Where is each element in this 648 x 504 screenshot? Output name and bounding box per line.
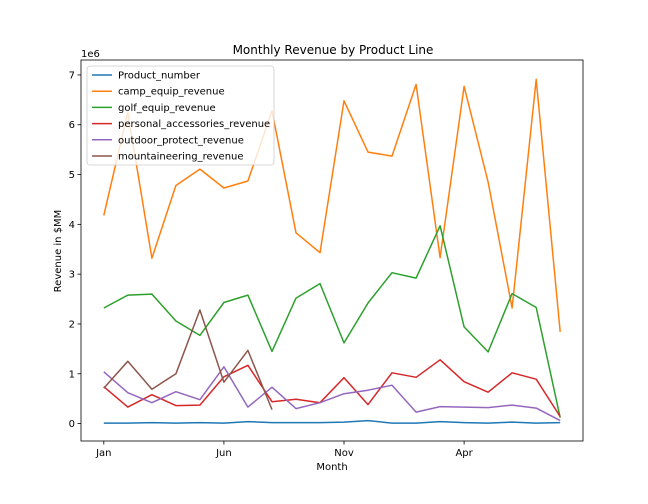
legend-entry: golf_equip_revenue	[118, 103, 216, 114]
y-tick-label: 1	[69, 369, 75, 380]
y-tick-label: 0	[69, 419, 75, 430]
x-tick-label: Jun	[215, 448, 232, 459]
y-tick-label: 4	[69, 220, 75, 231]
legend-entry: mountaineering_revenue	[118, 152, 244, 163]
series-line-Product_number	[103, 419, 561, 424]
series-line-camp_equip_revenue	[103, 78, 561, 332]
plot-area: 0 1 2 3 4 5 6 7 Jan Jun Nov Apr Product_number camp_e…	[69, 59, 584, 459]
y-tick-label: 3	[69, 270, 75, 281]
y-tick-label: 5	[69, 170, 75, 181]
legend-entry: camp_equip_revenue	[118, 87, 225, 98]
chart-title: Monthly Revenue by Product Line	[233, 43, 434, 57]
y-tick-label: 7	[69, 70, 75, 81]
legend-box	[86, 65, 275, 166]
y-scale-label: 1e6	[81, 49, 100, 60]
y-tick-label: 2	[69, 319, 75, 330]
legend-entry: personal_accessories_revenue	[118, 119, 270, 130]
series-line-outdoor_protect_revenue	[103, 366, 561, 422]
x-tick-label: Jan	[95, 448, 111, 459]
series-line-mountaineering_revenue	[103, 309, 273, 410]
y-tick-label: 6	[69, 120, 75, 131]
x-tick-label: Apr	[455, 448, 473, 459]
legend: Product_number camp_equip_revenue golf_equ…	[86, 65, 275, 166]
legend-entry: Product_number	[118, 71, 201, 82]
y-axis-label: Revenue in $MM	[53, 210, 64, 293]
x-axis-label: Month	[316, 462, 347, 473]
legend-entry: outdoor_protect_revenue	[118, 135, 244, 146]
series-line-golf_equip_revenue	[103, 225, 561, 418]
plot-frame	[80, 59, 584, 442]
x-tick-label: Nov	[334, 448, 354, 459]
series-line-personal_accessories_revenue	[103, 359, 561, 418]
